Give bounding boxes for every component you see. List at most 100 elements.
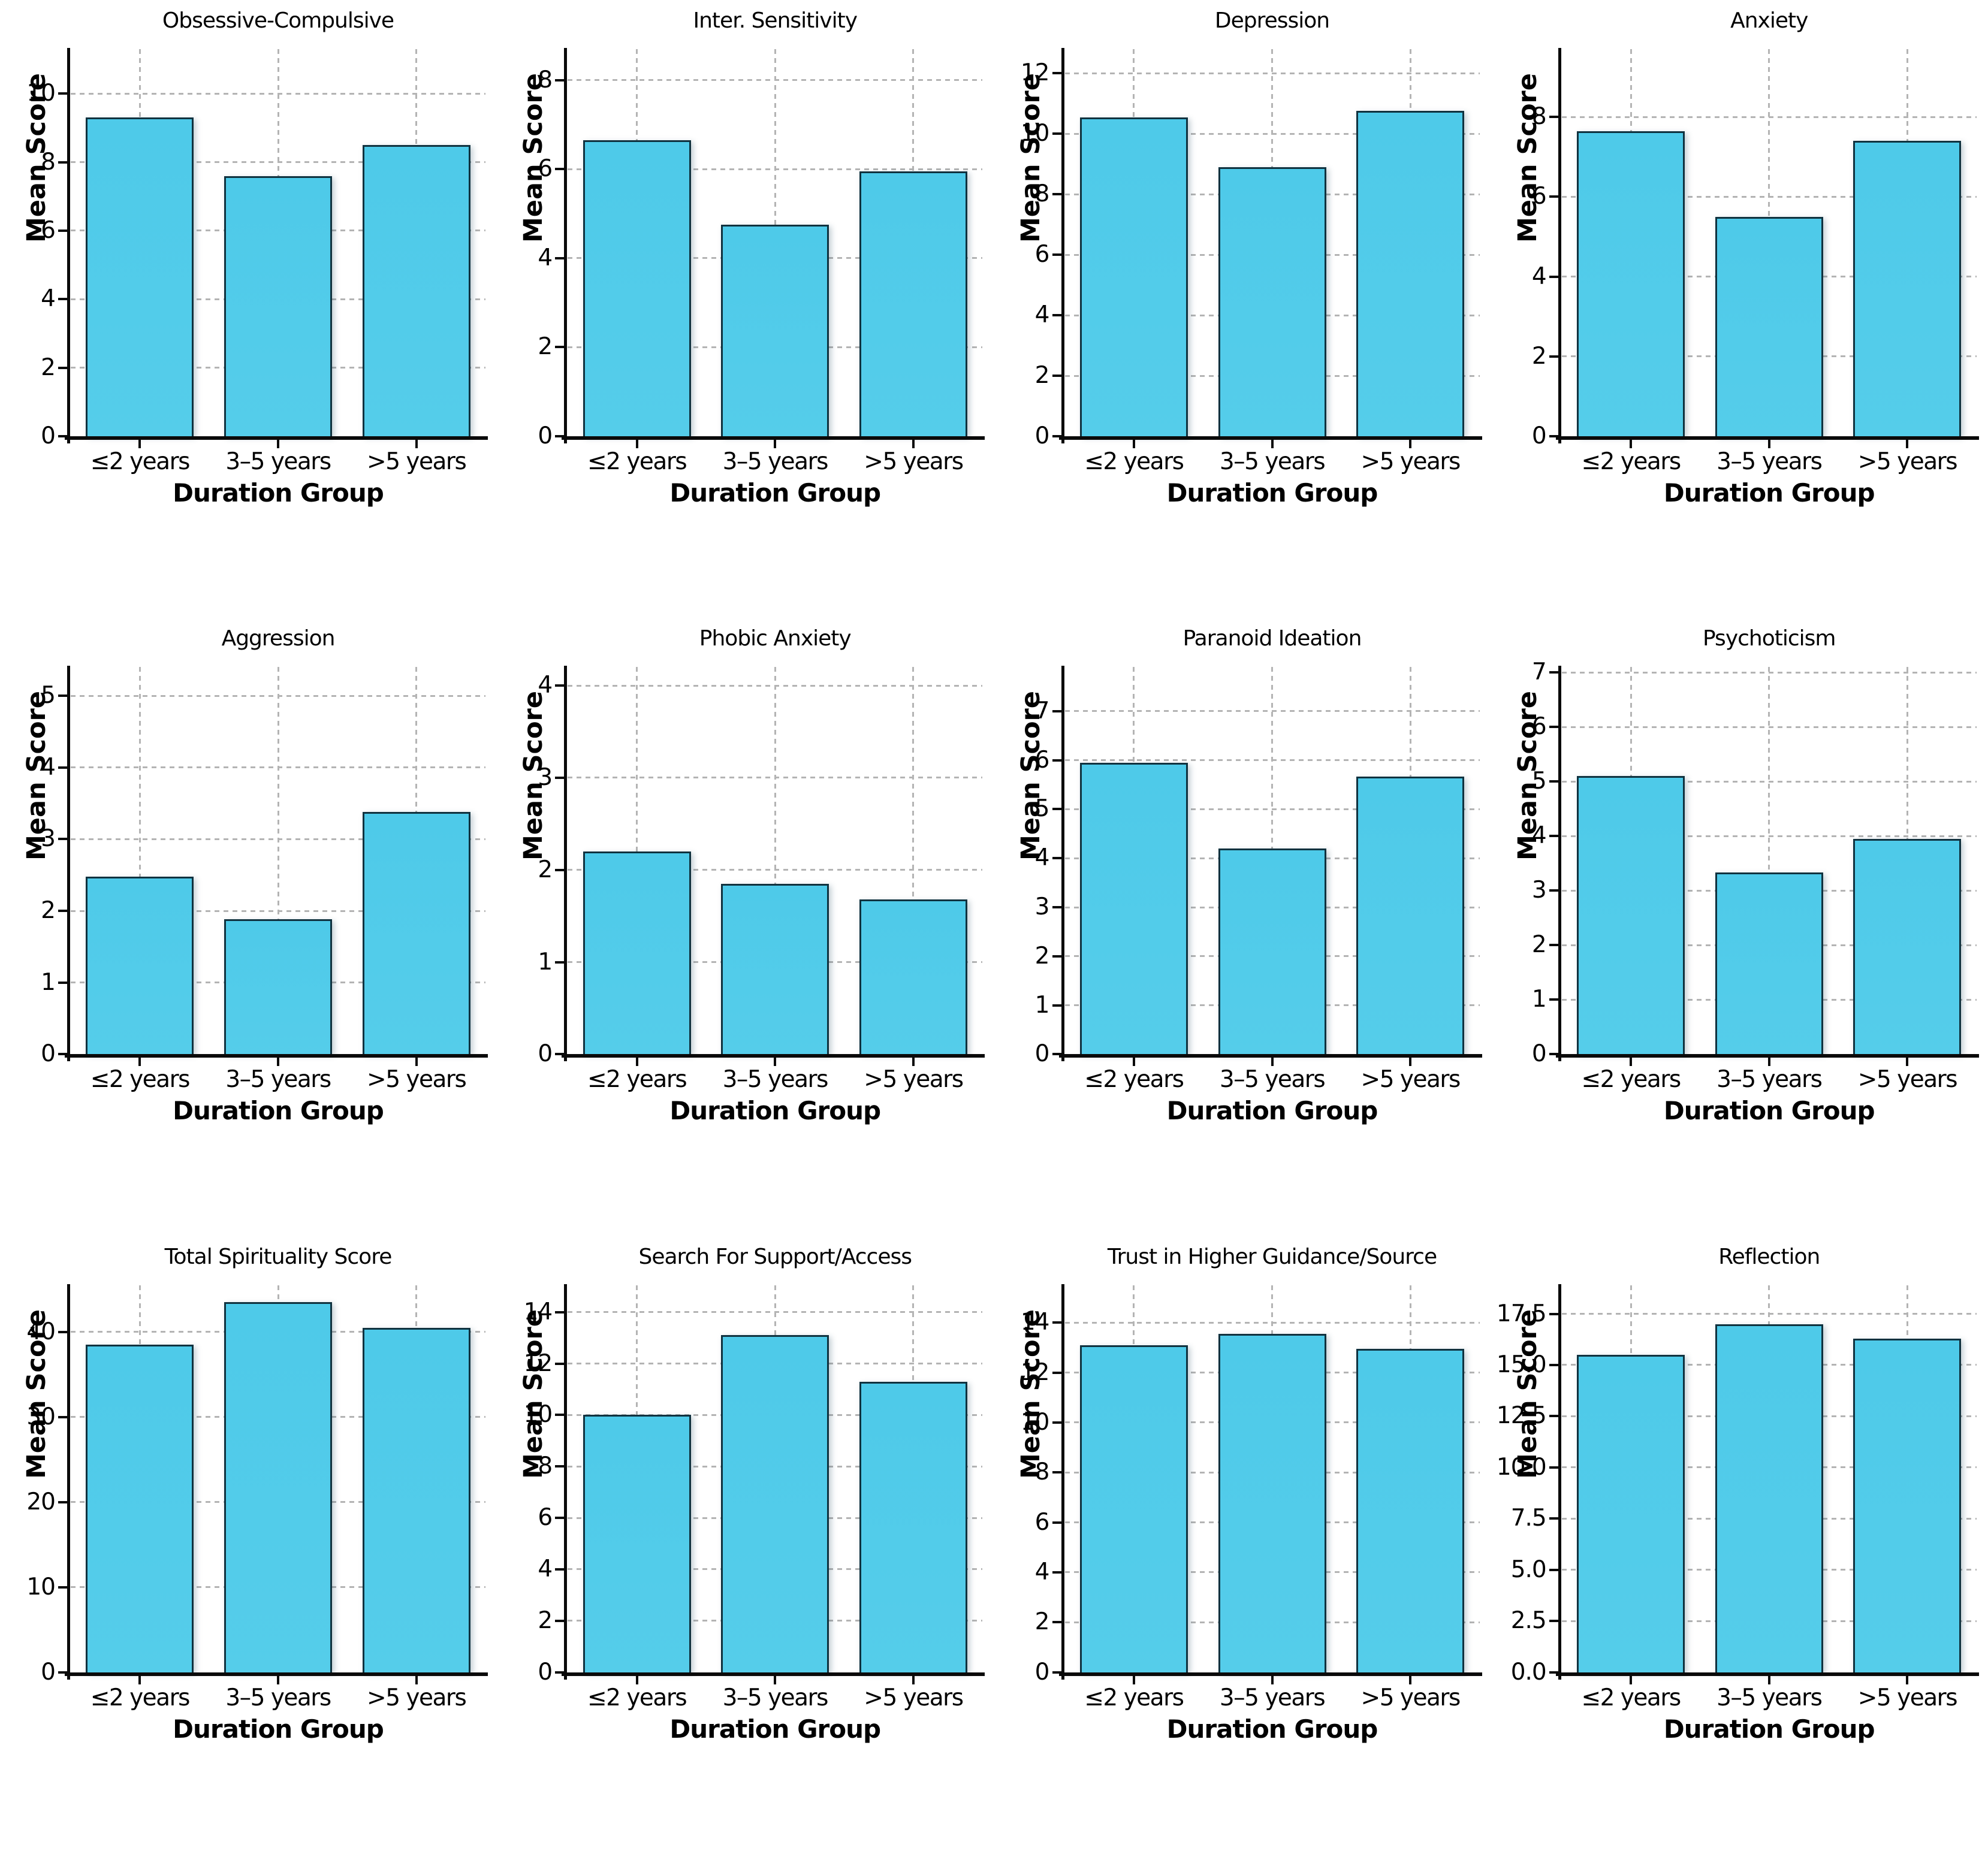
chart-title: Inter. Sensitivity bbox=[693, 8, 858, 33]
y-tick-mark bbox=[1052, 1321, 1061, 1324]
y-tick-label: 8 bbox=[538, 66, 553, 93]
y-tick-mark bbox=[1052, 857, 1061, 860]
bar-2-years bbox=[1577, 131, 1685, 436]
bar-2-years bbox=[1577, 776, 1685, 1055]
y-tick-label: 0 bbox=[538, 422, 553, 449]
x-tick-label: >5 years bbox=[367, 1684, 467, 1711]
x-tick-mark bbox=[277, 440, 279, 448]
y-tick-mark bbox=[1052, 1053, 1061, 1056]
chart-title: Total Spirituality Score bbox=[164, 1244, 393, 1269]
x-tick-label: 3–5 years bbox=[722, 448, 829, 475]
x-tick-mark bbox=[635, 1675, 638, 1684]
x-tick-label: ≤2 years bbox=[587, 1066, 687, 1094]
y-tick-mark bbox=[1052, 1421, 1061, 1424]
y-tick-label: 2 bbox=[538, 333, 553, 361]
y-tick-mark bbox=[58, 838, 67, 841]
x-tick-mark bbox=[1409, 1675, 1412, 1684]
y-tick-mark bbox=[58, 435, 67, 437]
bar-2-years bbox=[583, 140, 691, 436]
y-tick-mark bbox=[1052, 72, 1061, 75]
y-tick-mark bbox=[1052, 193, 1061, 196]
y-tick-mark bbox=[58, 366, 67, 369]
y-tick-label: 3 bbox=[538, 763, 553, 791]
y-tick-label: 4 bbox=[538, 672, 553, 699]
y-tick-mark bbox=[1052, 132, 1061, 135]
subplot-psychoticism: 0 1 2 3 4 5 6 7 ≤2 years 3–5 years >5 years Psychot… bbox=[1491, 618, 1988, 1236]
y-tick-mark bbox=[1052, 1471, 1061, 1474]
bar-5-years bbox=[362, 811, 470, 1055]
y-tick-mark bbox=[555, 1517, 565, 1520]
y-tick-mark bbox=[555, 346, 565, 349]
x-tick-label: ≤2 years bbox=[90, 448, 191, 475]
x-tick-label: 3–5 years bbox=[225, 448, 331, 475]
subplot-reflection: 0.0 2.5 5.0 7.5 10.0 12.5 15.0 17.5 ≤2 years 3–5 … bbox=[1491, 1236, 1988, 1854]
y-tick-label: 12 bbox=[1020, 59, 1050, 87]
y-tick-mark bbox=[58, 161, 67, 164]
y-tick-label: 1 bbox=[1034, 991, 1050, 1019]
y-tick-mark bbox=[555, 684, 565, 687]
y-tick-mark bbox=[555, 78, 565, 81]
y-tick-label: 2 bbox=[538, 1607, 553, 1634]
y-tick-label: 4 bbox=[1531, 822, 1547, 850]
y-tick-mark bbox=[58, 1500, 67, 1503]
y-tick-mark bbox=[1052, 1621, 1061, 1624]
y-tick-mark bbox=[1052, 375, 1061, 378]
y-tick-label: 10 bbox=[523, 1401, 553, 1429]
x-tick-label: 3–5 years bbox=[1717, 1066, 1823, 1094]
y-tick-label: 2 bbox=[1531, 931, 1547, 959]
x-tick-mark bbox=[1630, 1058, 1633, 1067]
x-tick-mark bbox=[1271, 1058, 1274, 1067]
y-tick-label: 8 bbox=[1531, 103, 1547, 131]
x-tick-label: >5 years bbox=[864, 1066, 964, 1094]
bar-5-years bbox=[1356, 111, 1465, 436]
y-tick-mark bbox=[58, 1586, 67, 1589]
v-gridline bbox=[1768, 667, 1770, 1055]
x-tick-label: >5 years bbox=[1360, 1066, 1461, 1094]
x-tick-mark bbox=[1409, 1058, 1412, 1067]
y-tick-label: 0 bbox=[1531, 1040, 1547, 1068]
y-tick-mark bbox=[1549, 1671, 1558, 1674]
chart-title: Depression bbox=[1214, 8, 1330, 33]
bar-3-5-years bbox=[1715, 1324, 1823, 1672]
x-tick-label: 3–5 years bbox=[1219, 1684, 1326, 1711]
x-tick-label: >5 years bbox=[1360, 1684, 1461, 1711]
y-axis-spine bbox=[67, 666, 70, 1062]
y-tick-mark bbox=[555, 961, 565, 964]
x-axis-spine bbox=[65, 1054, 488, 1058]
x-tick-mark bbox=[415, 440, 418, 448]
y-tick-label: 0 bbox=[538, 1658, 553, 1686]
x-axis-spine bbox=[562, 1672, 985, 1676]
y-tick-label: 0 bbox=[41, 422, 56, 449]
y-tick-label: 4 bbox=[538, 244, 553, 271]
bar-5-years bbox=[1356, 1348, 1465, 1672]
chart-title: Paranoid Ideation bbox=[1182, 626, 1362, 651]
x-tick-mark bbox=[774, 440, 777, 448]
x-tick-mark bbox=[912, 440, 915, 448]
y-tick-label: 8 bbox=[41, 148, 56, 176]
y-tick-label: 4 bbox=[1034, 1558, 1050, 1586]
v-gridline bbox=[138, 667, 141, 1055]
bar-2-years bbox=[583, 851, 691, 1055]
x-tick-label: 3–5 years bbox=[1219, 448, 1326, 475]
x-tick-mark bbox=[415, 1675, 418, 1684]
y-tick-label: 12 bbox=[523, 1349, 553, 1377]
x-axis-label: Duration Group bbox=[669, 1096, 881, 1126]
y-tick-mark bbox=[1052, 955, 1061, 958]
x-tick-mark bbox=[1630, 1675, 1633, 1684]
y-tick-mark bbox=[555, 1671, 565, 1674]
x-axis-label: Duration Group bbox=[669, 478, 881, 508]
y-tick-mark bbox=[555, 868, 565, 871]
x-tick-label: ≤2 years bbox=[587, 448, 687, 475]
x-tick-mark bbox=[138, 1675, 141, 1684]
y-tick-mark bbox=[1052, 1521, 1061, 1524]
x-tick-label: >5 years bbox=[864, 1684, 964, 1711]
bar-3-5-years bbox=[721, 1335, 829, 1672]
y-tick-mark bbox=[1052, 1571, 1061, 1574]
y-tick-label: 3 bbox=[1531, 877, 1547, 904]
x-tick-label: 3–5 years bbox=[722, 1684, 829, 1711]
y-tick-mark bbox=[1549, 671, 1558, 674]
bar-5-years bbox=[859, 171, 967, 436]
y-tick-mark bbox=[1052, 906, 1061, 908]
y-tick-label: 14 bbox=[1020, 1309, 1050, 1336]
